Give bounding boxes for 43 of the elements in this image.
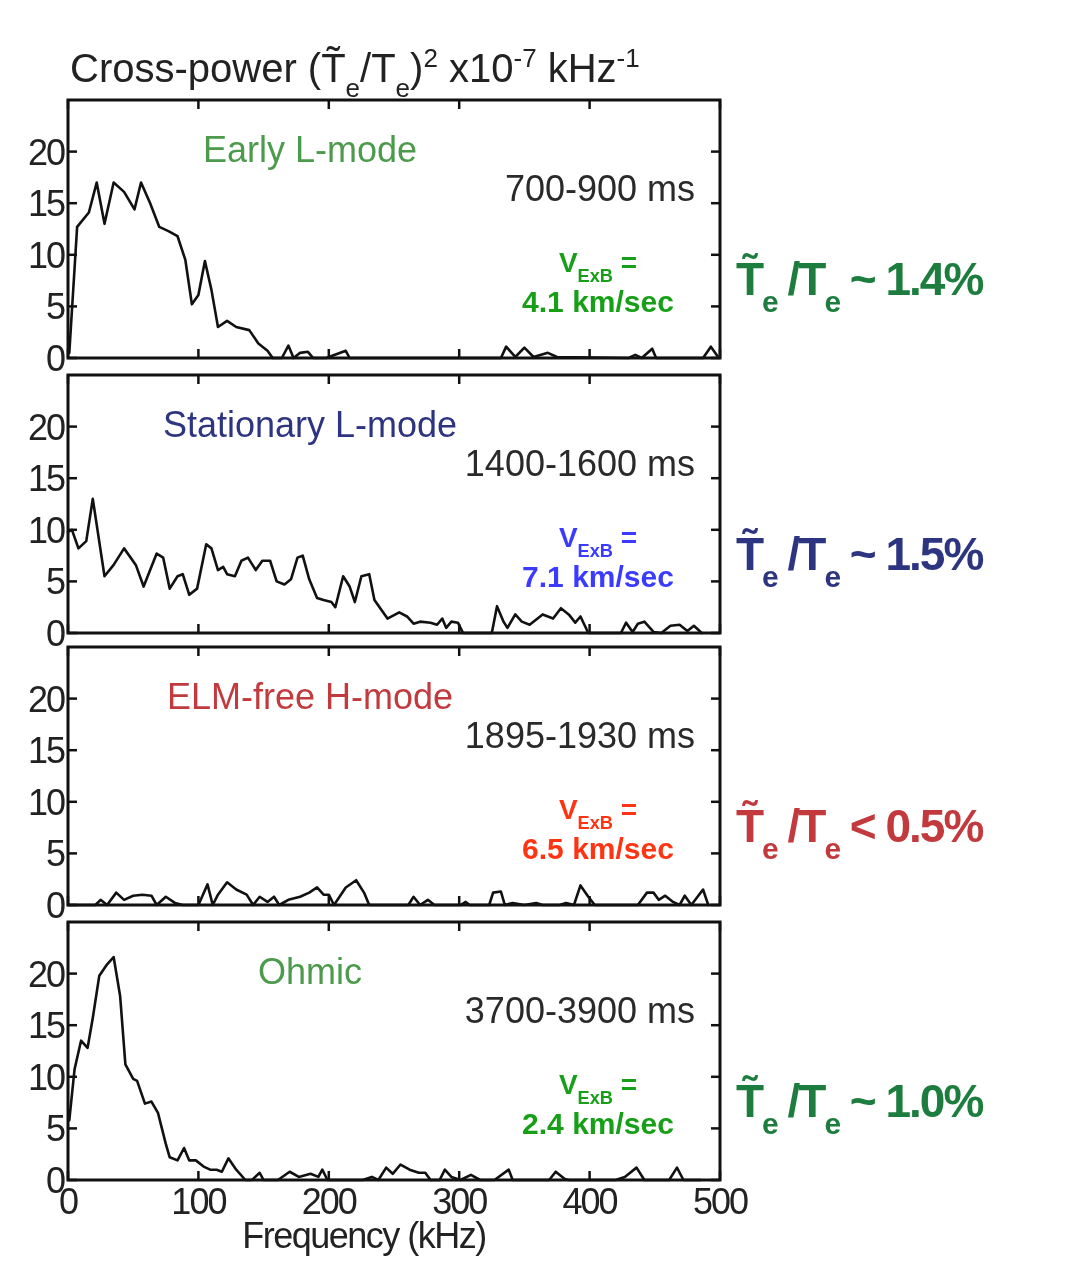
annotation: Stationary L-mode <box>162 404 458 445</box>
annotation: 2.4 km/sec <box>522 1107 674 1140</box>
x-tick-label: 400 <box>562 1181 618 1222</box>
x-tick-label: 100 <box>171 1181 227 1222</box>
chart-title: Cross-power (T̃$_{e}$/T$_{e}$)$^{2}$ x10$^{-7}$ kHz$^{-1}$ <box>70 43 640 103</box>
text: T̃$_{e}$ /T$_{e}$ ~ 1.5% <box>736 528 984 593</box>
annotation: V$_{ExB}$ = <box>558 794 638 833</box>
annotation: ELM-free H-mode <box>166 676 454 717</box>
annotation: 7.1 km/sec <box>522 560 674 593</box>
y-tick-label: 20 <box>27 953 65 995</box>
y-tick-label: 15 <box>27 458 65 500</box>
y-tick-label: 20 <box>27 678 65 720</box>
y-tick-label: 5 <box>45 1108 65 1150</box>
annotation: 3700-3900 ms <box>464 990 695 1031</box>
text: T̃$_{e}$ /T$_{e}$ ~ 1.4% <box>736 253 984 318</box>
y-tick-label: 0 <box>45 337 65 379</box>
annotation: 4.1 km/sec <box>522 285 674 318</box>
y-tick-label: 10 <box>27 1056 65 1098</box>
y-tick-label: 15 <box>27 183 65 225</box>
y-tick-label: 0 <box>45 884 65 926</box>
annotation: 1895-1930 ms <box>464 715 695 756</box>
y-tick-label: 15 <box>27 1005 65 1047</box>
annotation: V$_{ExB}$ = <box>558 522 638 561</box>
annotation: Ohmic <box>257 951 363 992</box>
annotation: 1400-1600 ms <box>464 443 695 484</box>
text: T̃$_{e}$ /T$_{e}$ ~ 1.0% <box>736 1075 984 1140</box>
annotation: V$_{ExB}$ = <box>558 247 638 286</box>
annotation: V$_{ExB}$ = <box>558 1069 638 1108</box>
y-tick-label: 20 <box>27 131 65 173</box>
y-tick-label: 15 <box>27 730 65 772</box>
annotation: Early L-mode <box>202 129 418 170</box>
y-tick-label: 10 <box>27 234 65 276</box>
y-tick-label: 0 <box>45 612 65 654</box>
x-tick-label: 500 <box>692 1181 748 1222</box>
y-tick-label: 10 <box>27 509 65 551</box>
y-tick-label: 10 <box>27 781 65 823</box>
y-tick-label: 5 <box>45 286 65 328</box>
text: T̃$_{e}$ /T$_{e}$ < 0.5% <box>736 800 984 865</box>
y-tick-label: 5 <box>45 833 65 875</box>
y-tick-label: 20 <box>27 406 65 448</box>
annotation: 700-900 ms <box>504 168 695 209</box>
y-tick-label: 5 <box>45 561 65 603</box>
annotation: 6.5 km/sec <box>522 832 674 865</box>
